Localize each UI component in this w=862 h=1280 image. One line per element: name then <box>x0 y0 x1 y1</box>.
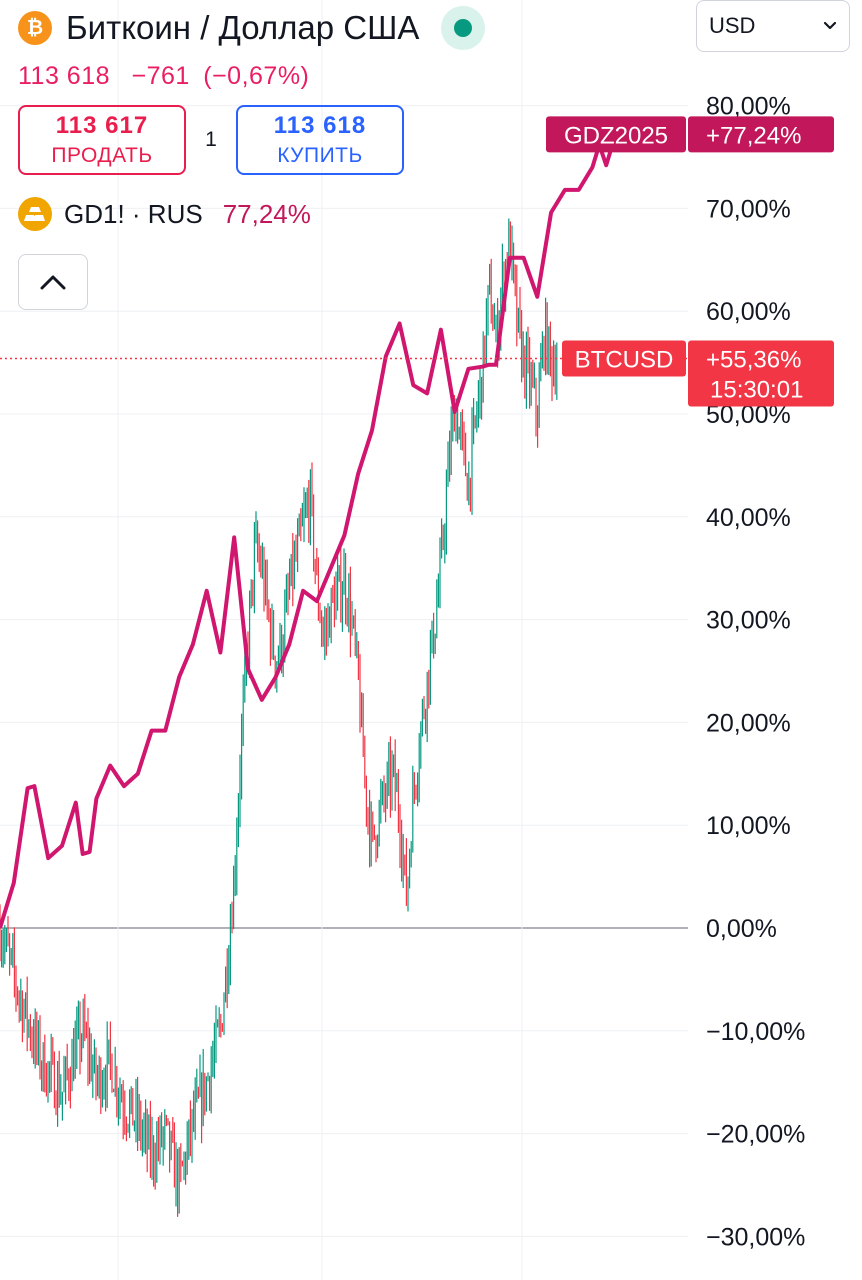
btc-value-tag <box>688 340 834 407</box>
buy-label: КУПИТЬ <box>277 144 363 167</box>
price-row: 113 618 −761 (−0,67%) <box>18 62 698 91</box>
y-tick-label: 40,00% <box>706 504 791 532</box>
gdz-value-label: +77,24% <box>706 122 801 149</box>
buy-button[interactable]: 113 618 КУПИТЬ <box>236 105 404 175</box>
y-tick-label: 30,00% <box>706 607 791 635</box>
gdz-value-tag <box>688 116 834 153</box>
btcusd-series <box>0 218 558 1217</box>
y-tick-label: 70,00% <box>706 195 791 223</box>
sell-button[interactable]: 113 617 ПРОДАТЬ <box>18 105 186 175</box>
gdz-name-tag <box>546 116 686 153</box>
symbol-header: ₿ Биткоин / Доллар США 113 618 −761 (−0,… <box>18 6 698 231</box>
y-tick-label: −30,00% <box>706 1223 805 1251</box>
price-change: −761 <box>131 62 190 90</box>
btc-value-label: +55,36% <box>706 346 801 373</box>
sell-label: ПРОДАТЬ <box>51 144 153 167</box>
y-axis: 80,00%70,00%60,00%50,00%40,00%30,00%20,0… <box>706 93 805 1252</box>
y-tick-label: −20,00% <box>706 1121 805 1149</box>
currency-select[interactable]: USD <box>696 0 850 52</box>
gdz2025-line <box>0 133 622 929</box>
bitcoin-icon: ₿ <box>18 11 52 45</box>
y-tick-label: 20,00% <box>706 709 791 737</box>
gdz-name-label: GDZ2025 <box>564 122 668 149</box>
btc-time-label: 15:30:01 <box>710 376 803 403</box>
y-tick-label: −10,00% <box>706 1018 805 1046</box>
price-tags: GDZ2025 +77,24% BTCUSD +55,36% 15:30:01 <box>0 116 834 407</box>
last-price: 113 618 <box>18 62 111 90</box>
y-tick-label: 10,00% <box>706 812 791 840</box>
compare-pct: 77,24% <box>222 198 311 229</box>
chevron-down-icon <box>823 21 837 30</box>
y-tick-label: 80,00% <box>706 93 791 121</box>
market-status[interactable] <box>441 6 486 50</box>
btc-name-label: BTCUSD <box>575 346 674 373</box>
market-open-dot-icon <box>454 19 473 37</box>
price-change-pct: (−0,67%) <box>203 62 310 90</box>
spread-value: 1 <box>205 128 217 151</box>
collapse-legend-button[interactable] <box>18 254 88 310</box>
btc-name-tag <box>562 340 686 377</box>
trade-panel: 113 617 ПРОДАТЬ 1 113 618 КУПИТЬ <box>18 105 698 175</box>
gold-bars-icon <box>18 197 52 231</box>
chevron-up-icon <box>40 275 66 290</box>
symbol-title: Биткоин / Доллар США <box>66 9 420 46</box>
currency-value: USD <box>709 13 756 38</box>
y-tick-label: 0,00% <box>706 915 777 943</box>
sell-price: 113 617 <box>55 112 149 139</box>
buy-price: 113 618 <box>273 112 367 139</box>
y-tick-label: 60,00% <box>706 298 791 326</box>
compare-symbol: GD1! · RUS <box>64 198 203 229</box>
compare-legend[interactable]: GD1! · RUS 77,24% <box>18 197 698 231</box>
